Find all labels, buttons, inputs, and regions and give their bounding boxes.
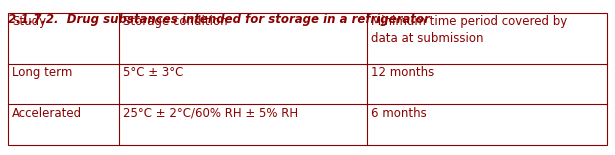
Text: 25°C ± 2°C/60% RH ± 5% RH: 25°C ± 2°C/60% RH ± 5% RH: [123, 107, 298, 120]
Text: Study: Study: [12, 15, 46, 28]
Text: Accelerated: Accelerated: [12, 107, 82, 120]
Text: Storage condition: Storage condition: [123, 15, 228, 28]
Text: 5°C ± 3°C: 5°C ± 3°C: [123, 66, 183, 79]
Text: 6 months: 6 months: [371, 107, 427, 120]
Text: 12 months: 12 months: [371, 66, 435, 79]
Text: Minimum time period covered by
data at submission: Minimum time period covered by data at s…: [371, 15, 568, 45]
Bar: [8, 13, 607, 145]
Text: 2.1.7.2.  Drug substances intended for storage in a refrigerator: 2.1.7.2. Drug substances intended for st…: [8, 13, 430, 26]
Text: Long term: Long term: [12, 66, 73, 79]
